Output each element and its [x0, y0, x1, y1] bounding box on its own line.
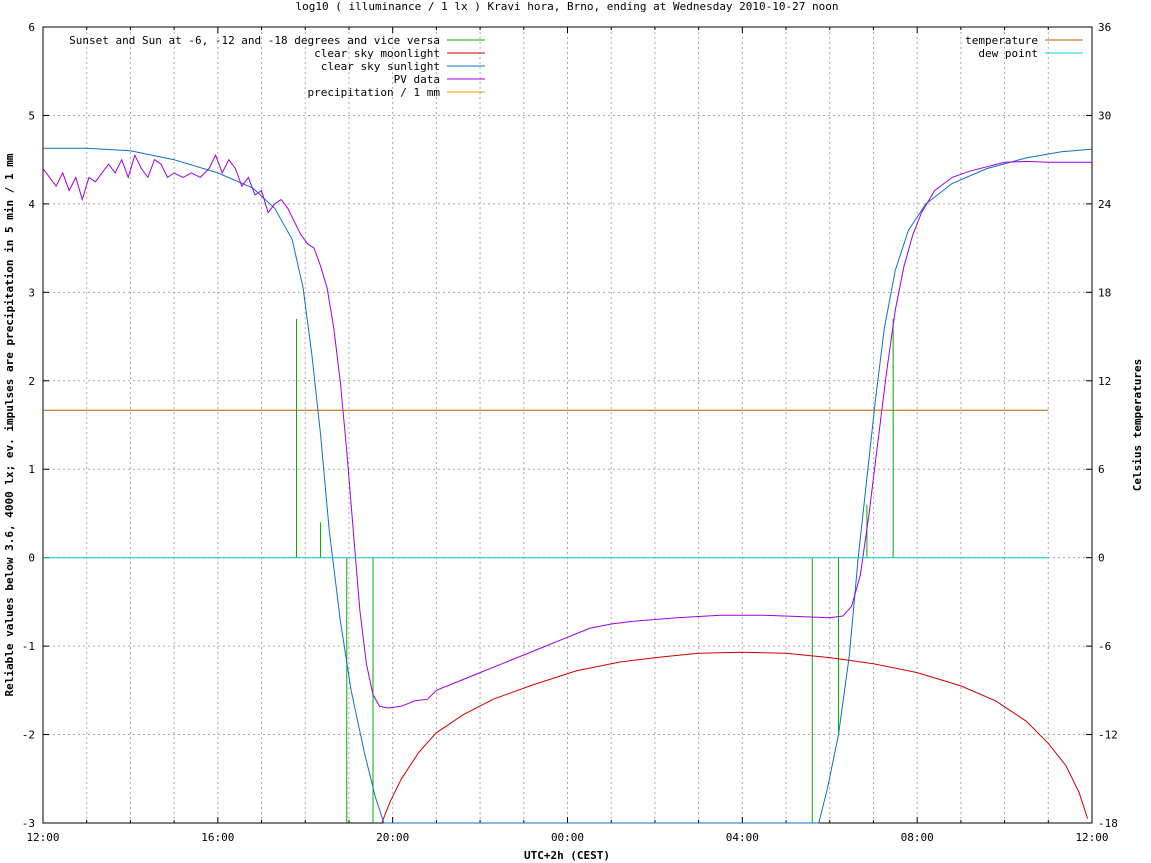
grid-lines: [43, 27, 1092, 823]
y-tick-label: -3: [22, 817, 35, 830]
y-tick-label: -2: [22, 729, 35, 742]
y2-tick-label: 6: [1098, 463, 1105, 476]
chart-title: log10 ( illuminance / 1 lx ) Kravi hora,…: [295, 0, 838, 13]
y2-tick-label: 24: [1098, 198, 1112, 211]
y-tick-label: 6: [28, 21, 35, 34]
y2-tick-label: 18: [1098, 286, 1111, 299]
x-tick-label: 00:00: [551, 831, 584, 844]
y2-tick-label: -18: [1098, 817, 1118, 830]
x-tick-label: 08:00: [901, 831, 934, 844]
legend-label: Sunset and Sun at -6, -12 and -18 degree…: [69, 34, 440, 47]
y-tick-label: -1: [22, 640, 35, 653]
sun-markers: [296, 318, 894, 823]
y2-tick-label: -6: [1098, 640, 1111, 653]
series-lines: [42, 147, 1093, 824]
y2-tick-labels: -18 -12 -6 0 6 12 18 24 30 36: [1098, 21, 1118, 830]
y2-tick-label: -12: [1098, 729, 1118, 742]
y2-tick-label: 0: [1098, 552, 1105, 565]
legend-label: precipitation / 1 mm: [308, 86, 441, 99]
legend-left: Sunset and Sun at -6, -12 and -18 degree…: [69, 34, 485, 99]
legend-label: PV data: [394, 73, 440, 86]
y2-tick-label: 12: [1098, 375, 1111, 388]
y2-tick-label: 30: [1098, 109, 1111, 122]
series-pv-data: [42, 153, 1092, 709]
y-tick-label: 0: [28, 552, 35, 565]
legend-label: clear sky sunlight: [321, 60, 440, 73]
y-tick-labels: -3 -2 -1 0 1 2 3 4 5 6: [22, 21, 36, 830]
x-tick-label: 12:00: [26, 831, 59, 844]
legend-label: clear sky moonlight: [314, 47, 440, 60]
x-tick-label: 04:00: [726, 831, 759, 844]
y-tick-label: 1: [28, 463, 35, 476]
x-tick-label: 20:00: [376, 831, 409, 844]
series-clear-sky-moonlight: [381, 651, 1089, 824]
series-clear-sky-sunlight: [43, 147, 1093, 824]
y-tick-label: 5: [28, 109, 35, 122]
x-tick-labels: 12:00 16:00 20:00 00:00 04:00 08:00 12:00: [26, 831, 1108, 844]
y2-axis-label: Celsius temperatures: [1131, 359, 1144, 491]
x-axis-label: UTC+2h (CEST): [524, 849, 610, 862]
y2-tick-label: 36: [1098, 21, 1111, 34]
legend-label: temperature: [965, 34, 1038, 47]
y-axis-label: Reliable values below 3.6, 4000 lx; ev. …: [3, 153, 16, 696]
y-tick-label: 4: [28, 198, 35, 211]
legend-label: dew point: [978, 47, 1038, 60]
y-tick-label: 2: [28, 375, 35, 388]
x-tick-label: 12:00: [1075, 831, 1108, 844]
y-tick-label: 3: [28, 286, 35, 299]
x-tick-label: 16:00: [201, 831, 234, 844]
